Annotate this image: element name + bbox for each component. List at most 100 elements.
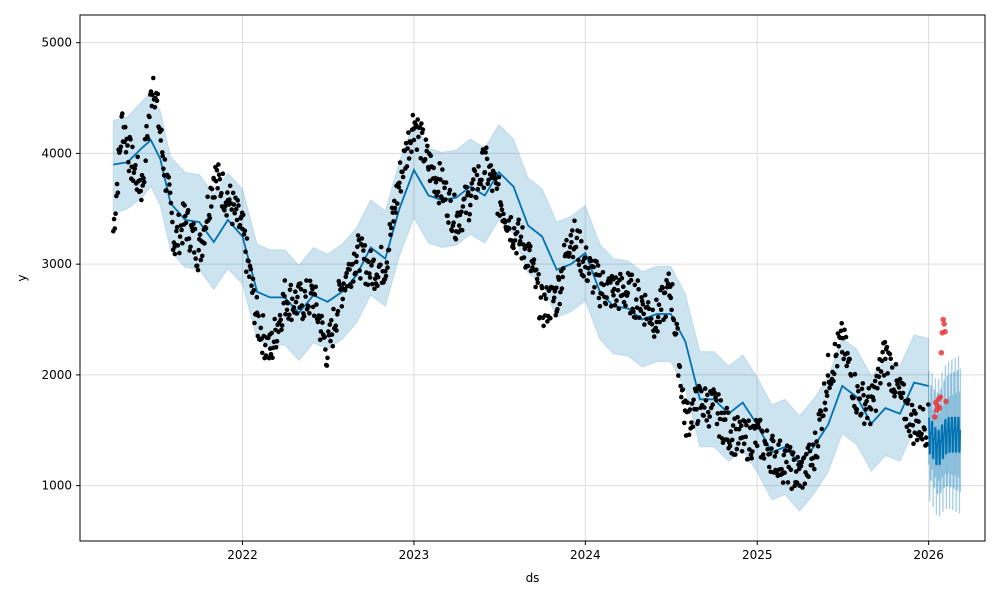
history-point (187, 248, 192, 253)
history-point (592, 285, 597, 290)
history-point (320, 320, 325, 325)
history-point (252, 320, 257, 326)
history-point (420, 127, 426, 132)
history-point (474, 172, 480, 178)
history-point (369, 263, 374, 268)
history-point (739, 423, 744, 429)
x-tick-label: 2024 (570, 548, 601, 562)
history-point (586, 266, 591, 271)
history-point (558, 289, 563, 295)
history-point (739, 449, 745, 454)
history-point (854, 407, 860, 412)
history-point (131, 170, 137, 175)
history-point (528, 244, 533, 249)
history-point (398, 189, 404, 194)
history-point (884, 344, 890, 350)
holdout-point (943, 398, 949, 405)
history-point (845, 350, 850, 356)
x-tick-label: 2026 (913, 548, 944, 562)
history-point (354, 259, 359, 265)
history-point (699, 388, 704, 394)
history-point (851, 395, 856, 401)
history-point (219, 191, 224, 196)
history-point (860, 381, 866, 386)
history-point (923, 435, 929, 440)
history-point (782, 470, 787, 476)
history-point (282, 293, 287, 299)
y-tick-label: 5000 (41, 36, 72, 50)
history-point (564, 237, 569, 243)
history-point (358, 276, 363, 281)
history-point (568, 232, 574, 238)
history-point (348, 284, 354, 290)
history-point (514, 250, 519, 256)
history-point (555, 307, 560, 312)
history-point (783, 448, 788, 454)
history-point (289, 317, 294, 323)
history-point (365, 282, 371, 288)
history-point (222, 208, 227, 213)
history-point (847, 356, 852, 362)
history-point (686, 432, 692, 438)
history-point (518, 234, 524, 240)
history-point (906, 397, 911, 403)
history-point (903, 416, 909, 422)
history-point (340, 296, 346, 302)
history-point (205, 194, 210, 200)
history-point (896, 385, 902, 390)
x-tick-label: 2023 (399, 548, 430, 562)
history-point (260, 313, 266, 318)
history-point (306, 304, 311, 310)
history-point (132, 166, 137, 172)
history-point (466, 217, 472, 223)
history-point (520, 225, 525, 230)
history-point (299, 303, 305, 308)
history-point (362, 243, 368, 248)
history-point (328, 338, 333, 344)
history-point (570, 228, 575, 233)
history-point (916, 419, 921, 424)
history-point (229, 207, 234, 212)
history-point (608, 304, 614, 309)
history-point (756, 425, 761, 430)
history-point (800, 485, 805, 490)
history-point (557, 301, 562, 307)
history-point (612, 286, 617, 292)
history-point (185, 208, 191, 213)
history-point (585, 278, 590, 284)
history-point (162, 157, 168, 162)
history-point (357, 268, 362, 273)
history-point (613, 275, 619, 280)
history-point (666, 271, 671, 277)
history-point (456, 223, 462, 228)
history-point (544, 285, 549, 290)
history-point (135, 154, 140, 160)
history-point (516, 217, 521, 223)
history-point (649, 322, 655, 327)
history-point (174, 228, 179, 234)
history-point (541, 323, 546, 329)
history-point (502, 220, 508, 225)
history-point (745, 456, 751, 462)
history-point (302, 288, 308, 294)
history-point (383, 269, 388, 274)
history-point (616, 306, 622, 312)
history-point (510, 242, 516, 247)
history-point (416, 134, 421, 140)
y-tick-label: 4000 (41, 146, 72, 160)
history-point (177, 250, 182, 256)
history-point (527, 247, 532, 253)
history-point (718, 398, 724, 403)
history-point (179, 227, 184, 233)
history-point (781, 452, 787, 458)
history-point (465, 190, 471, 195)
history-point (655, 314, 661, 320)
history-point (654, 297, 659, 303)
history-point (310, 304, 316, 310)
history-point (143, 158, 148, 163)
history-point (834, 352, 839, 358)
history-point (671, 317, 677, 323)
history-point (355, 244, 360, 250)
history-point (679, 394, 684, 400)
history-point (737, 419, 743, 425)
